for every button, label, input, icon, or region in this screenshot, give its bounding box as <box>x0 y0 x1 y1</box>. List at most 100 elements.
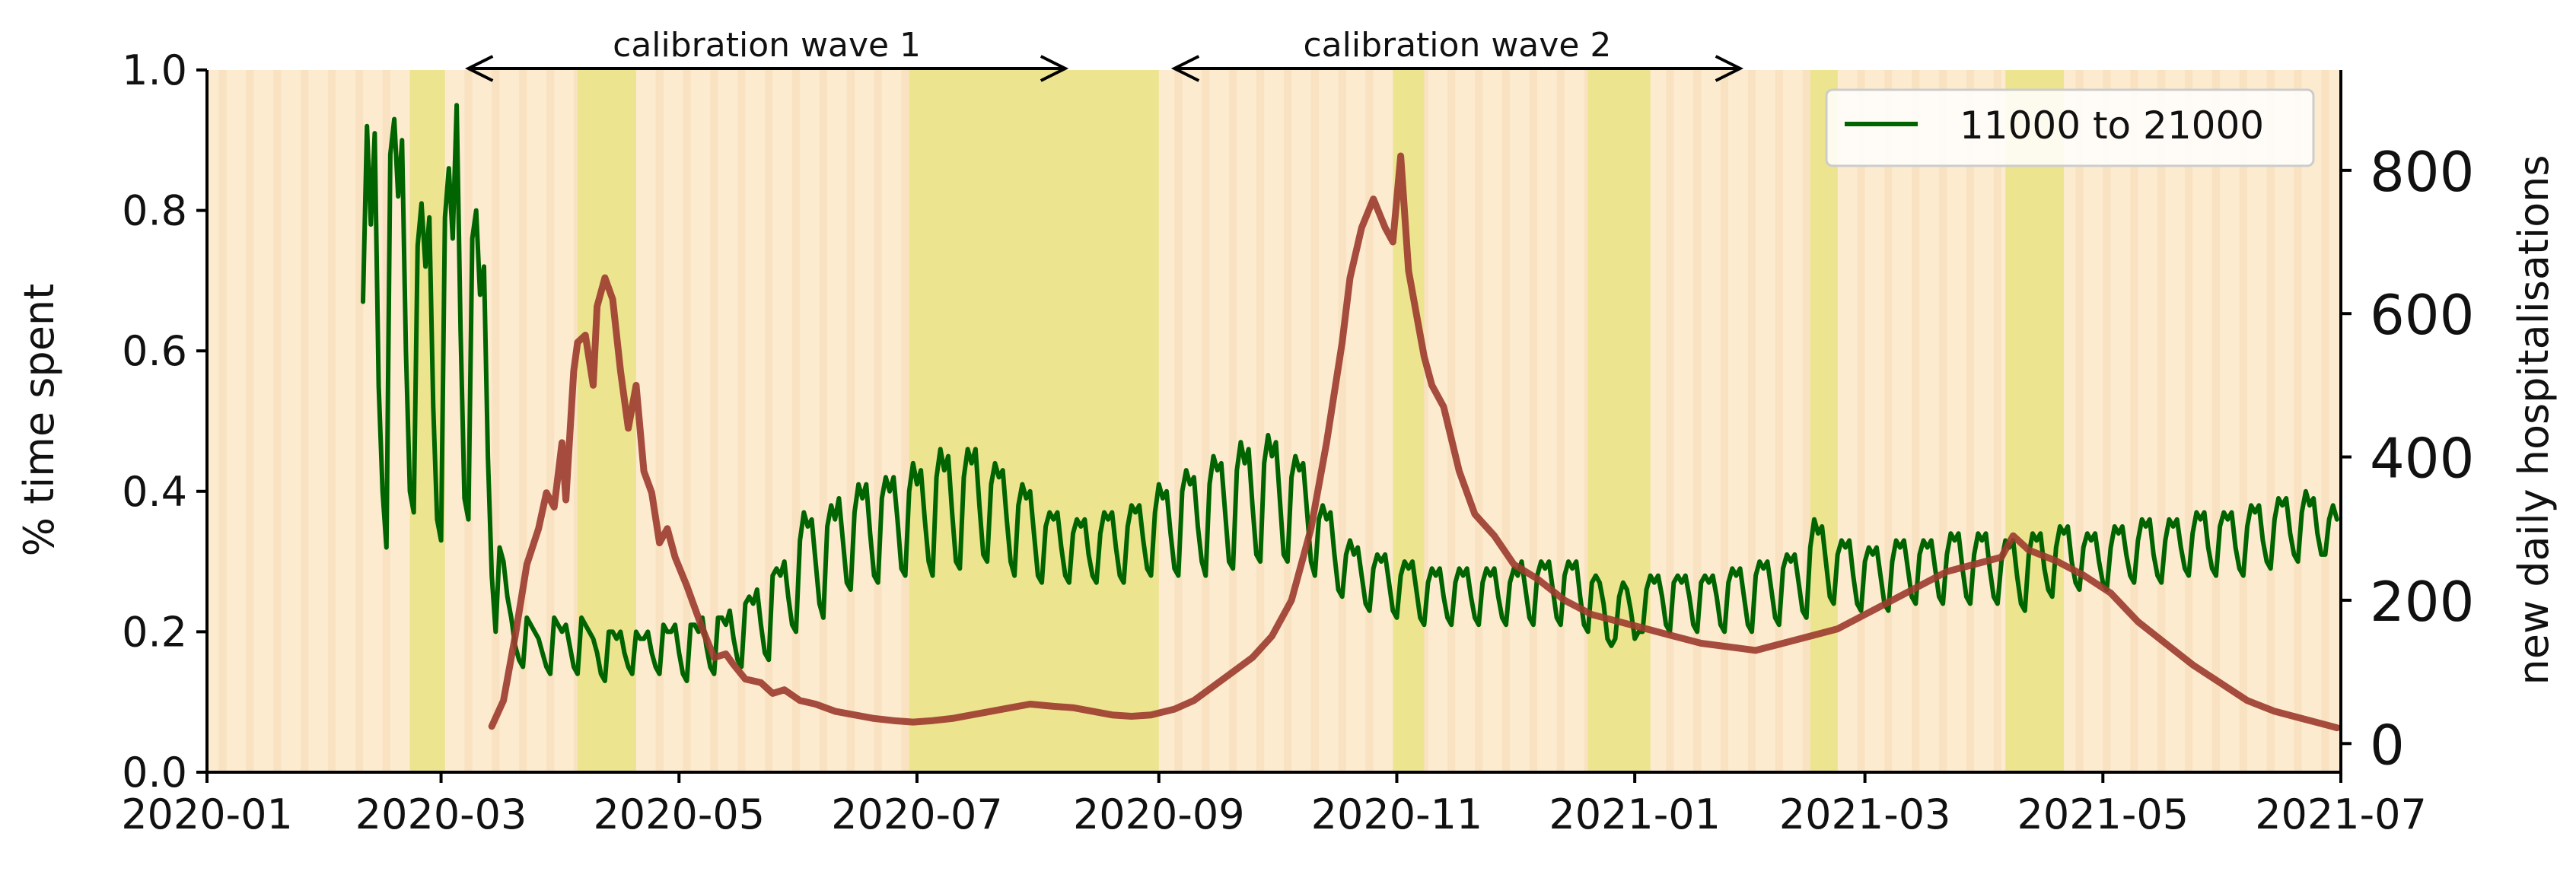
annotation-arrow-head-right <box>1040 55 1069 82</box>
weekend-stripe <box>2079 70 2084 772</box>
highlight-band <box>1810 70 1838 772</box>
weekend-stripe <box>741 70 746 772</box>
weekend-stripe <box>1747 70 1752 772</box>
weekend-stripe <box>1205 70 1210 772</box>
y-left-tick-label: 0.2 <box>122 608 187 656</box>
weekend-stripe <box>355 70 359 772</box>
weekend-stripe <box>1884 70 1889 772</box>
annotation-label: calibration wave 2 <box>1303 26 1611 65</box>
weekend-stripe <box>277 70 282 772</box>
weekend-stripe <box>796 70 801 772</box>
weekend-stripe <box>1342 70 1346 772</box>
weekend-stripe <box>2134 70 2138 772</box>
weekend-stripe <box>1256 70 1261 772</box>
y-right-tick-label: 600 <box>2370 283 2474 347</box>
weekend-stripe <box>846 70 851 772</box>
y-right-axis-title: new daily hospitalisations <box>2510 154 2558 685</box>
weekend-stripe <box>1802 70 1807 772</box>
y-right-tick-label: 0 <box>2370 713 2405 777</box>
y-left-tick-label: 0.0 <box>122 749 187 797</box>
weekend-stripe <box>765 70 769 772</box>
x-tick-label: 2020-09 <box>1073 790 1245 838</box>
weekend-stripe <box>1939 70 1944 772</box>
x-tick-label: 2020-01 <box>121 790 293 838</box>
weekend-stripe <box>2103 70 2107 772</box>
weekend-stripe <box>1365 70 1370 772</box>
weekend-stripe <box>1424 70 1428 772</box>
weekend-stripe <box>523 70 527 772</box>
weekend-stripe <box>874 70 878 772</box>
weekend-stripe <box>573 70 578 772</box>
weekend-stripe <box>1775 70 1779 772</box>
weekend-stripe <box>1178 70 1183 772</box>
weekend-stripe <box>1233 70 1237 772</box>
annotation-arrow-head-left <box>464 55 494 82</box>
weekend-stripe <box>823 70 828 772</box>
y-left-tick-label: 0.6 <box>122 327 187 375</box>
weekend-stripe <box>1806 70 1810 772</box>
weekend-stripe <box>2189 70 2193 772</box>
series-lines <box>361 103 2341 732</box>
weekend-stripe <box>1912 70 1916 772</box>
y-right-tick-label: 400 <box>2370 427 2474 491</box>
weekend-stripe <box>1720 70 1725 772</box>
y-right-tick-label: 200 <box>2370 570 2474 634</box>
plot-background <box>207 70 2341 772</box>
x-tick-label: 2020-03 <box>355 790 527 838</box>
annotation-arrow-head-right <box>1715 55 1744 82</box>
weekend-stripe <box>1857 70 1861 772</box>
x-tick-label: 2021-03 <box>1779 790 1951 838</box>
weekend-stripe <box>492 70 496 772</box>
weekend-stripe <box>1966 70 1971 772</box>
weekend-stripe <box>382 70 387 772</box>
weekend-stripe <box>686 70 691 772</box>
weekend-stripe <box>1229 70 1234 772</box>
y-left-tick-label: 0.4 <box>122 468 187 516</box>
x-tick-label: 2021-05 <box>2017 790 2189 838</box>
x-tick-label: 2020-07 <box>831 790 1003 838</box>
weekend-stripe <box>464 70 469 772</box>
weekend-stripe <box>2161 70 2166 772</box>
weekend-stripe <box>1506 70 1511 772</box>
weekend-stripe <box>2106 70 2111 772</box>
weekend-stripe <box>1310 70 1315 772</box>
weekend-stripe <box>273 70 278 772</box>
legend-entry-label: 11000 to 21000 <box>1960 103 2264 148</box>
weekend-stripe <box>1202 70 1206 772</box>
weekend-stripe <box>332 70 336 772</box>
weekend-stripe <box>901 70 906 772</box>
weekend-stripe <box>1697 70 1702 772</box>
y-left-tick-label: 0.8 <box>122 187 187 235</box>
highlight-band <box>909 70 1159 772</box>
weekend-stripe <box>1993 70 1998 772</box>
weekend-stripe <box>1724 70 1729 772</box>
weekend-stripe <box>1533 70 1538 772</box>
weekend-stripe <box>2297 70 2302 772</box>
series-line-hospitalisations <box>488 152 2341 732</box>
weekend-stripe <box>769 70 773 772</box>
weekend-stripe <box>714 70 718 772</box>
weekend-stripe <box>1314 70 1319 772</box>
weekend-stripe <box>222 70 227 772</box>
weekend-stripe <box>683 70 687 772</box>
y-right-tick-label: 800 <box>2370 140 2474 204</box>
weekend-stripe <box>1997 70 2002 772</box>
weekend-stripe <box>2294 70 2298 772</box>
weekend-stripe <box>1778 70 1783 772</box>
annotation-label: calibration wave 1 <box>613 26 921 65</box>
weekend-stripe <box>1556 70 1561 772</box>
weekend-stripe <box>2325 70 2329 772</box>
weekend-stripe <box>2321 70 2326 772</box>
weekend-stripe <box>655 70 660 772</box>
weekend-stripe <box>495 70 500 772</box>
weekend-stripe <box>659 70 664 772</box>
legend-box <box>1825 88 2315 167</box>
weekend-stripe <box>1283 70 1288 772</box>
weekend-stripe <box>1693 70 1698 772</box>
calibration-annotations: calibration wave 1 calibration wave 2 <box>464 26 1744 82</box>
axes: 2020-01 2020-03 2020-05 2020-07 2020-09 2020-… <box>121 46 2474 838</box>
y-left-axis-title: % time spent <box>15 284 63 557</box>
weekend-stripe <box>218 70 223 772</box>
y-left-tick-label: 1.0 <box>122 46 187 94</box>
